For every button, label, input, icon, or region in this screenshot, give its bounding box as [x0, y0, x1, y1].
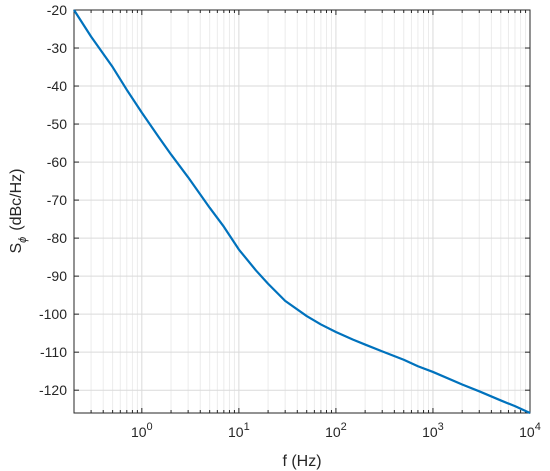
y-tick-label: -100 — [39, 306, 67, 322]
x-tick-labels: 100 101 102 103 104 — [131, 421, 541, 440]
x-tick-label: 102 — [325, 421, 347, 440]
y-tick-label: -90 — [47, 268, 67, 284]
axis-ticks — [73, 9, 531, 413]
y-axis-title-subscript: ϕ — [17, 237, 29, 243]
y-axis-title: Sϕ (dBc/Hz) — [8, 168, 29, 253]
y-tick-label: -120 — [39, 382, 67, 398]
x-tick-label: 104 — [519, 421, 541, 440]
x-axis-title: f (Hz) — [282, 453, 321, 470]
y-tick-label: -80 — [47, 230, 67, 246]
y-axis-title-symbol: S — [8, 243, 25, 254]
y-tick-label: -60 — [47, 154, 67, 170]
x-tick-label: 100 — [131, 421, 153, 440]
y-tick-label: -40 — [47, 78, 67, 94]
y-tick-label: -50 — [47, 116, 67, 132]
x-tick-label: 101 — [228, 421, 250, 440]
y-tick-label: -70 — [47, 192, 67, 208]
y-tick-label: -20 — [47, 2, 67, 18]
grid — [73, 9, 531, 413]
y-axis-title-unit: (dBc/Hz) — [8, 168, 25, 230]
x-tick-label: 103 — [422, 421, 444, 440]
y-tick-labels: -20 -30 -40 -50 -60 -70 -80 -90 -100 -110 -120 — [39, 2, 67, 398]
y-tick-label: -110 — [40, 344, 67, 360]
series-line — [73, 9, 531, 415]
plot-area-frame — [73, 9, 531, 414]
y-tick-label: -30 — [47, 40, 67, 56]
